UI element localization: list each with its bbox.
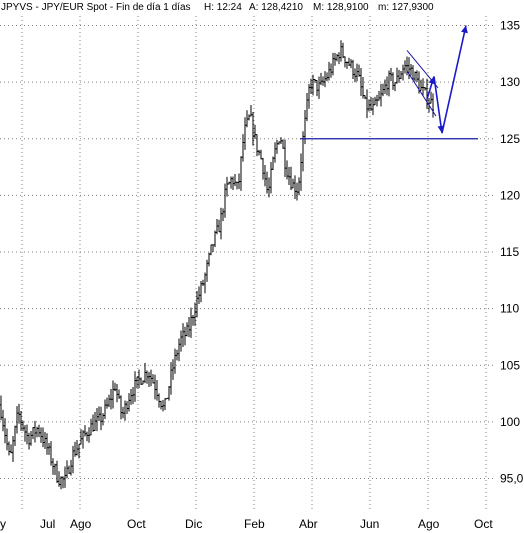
x-tick-label: Jun (360, 517, 379, 531)
projection-arrows (406, 25, 468, 134)
price-bars (0, 40, 434, 490)
header-max: M: 128,9100 (313, 2, 369, 13)
x-tick-label: Feb (244, 517, 265, 531)
y-tick-label: 120 (500, 188, 520, 202)
grid-vertical (21, 16, 487, 510)
x-tick-label: Dic (185, 517, 202, 531)
x-tick-label: Oct (127, 517, 146, 531)
y-tick-label: 115 (500, 245, 519, 259)
header-ask: A: 128,4210 (249, 2, 303, 13)
x-tick-label: Abr (299, 517, 318, 531)
y-axis-ticks: 95,0 100 105 110 115 120 125 130 135 (500, 19, 524, 486)
x-tick-label: Jul (40, 517, 55, 531)
x-tick-label: Oct (474, 517, 493, 531)
y-tick-label: 105 (500, 358, 520, 372)
y-tick-label: 110 (500, 302, 519, 316)
x-tick-label: y (0, 517, 6, 531)
arrowhead-up (461, 25, 468, 34)
x-axis-ticks: y Jul Ago Oct Dic Feb Abr Jun Ago Oct (0, 517, 493, 531)
y-tick-label: 100 (500, 415, 520, 429)
x-tick-label: Ago (70, 517, 92, 531)
y-tick-label: 135 (500, 19, 520, 33)
x-tick-label: Ago (418, 517, 440, 531)
header-high: H: 12:24 (204, 2, 242, 13)
projection-path (426, 25, 467, 134)
channel-lower (406, 70, 437, 117)
y-tick-label: 125 (500, 132, 520, 146)
grid-horizontal (0, 25, 494, 479)
arrowhead-down (437, 125, 445, 134)
arrowhead-up-small (428, 76, 436, 85)
chart-title: JPYVS - JPY/EUR Spot - Fin de día 1 días (1, 2, 191, 13)
y-tick-label: 130 (500, 75, 520, 89)
y-tick-label: 95,0 (500, 472, 524, 486)
header-background (0, 0, 440, 14)
header-min: m: 127,9300 (378, 2, 434, 13)
